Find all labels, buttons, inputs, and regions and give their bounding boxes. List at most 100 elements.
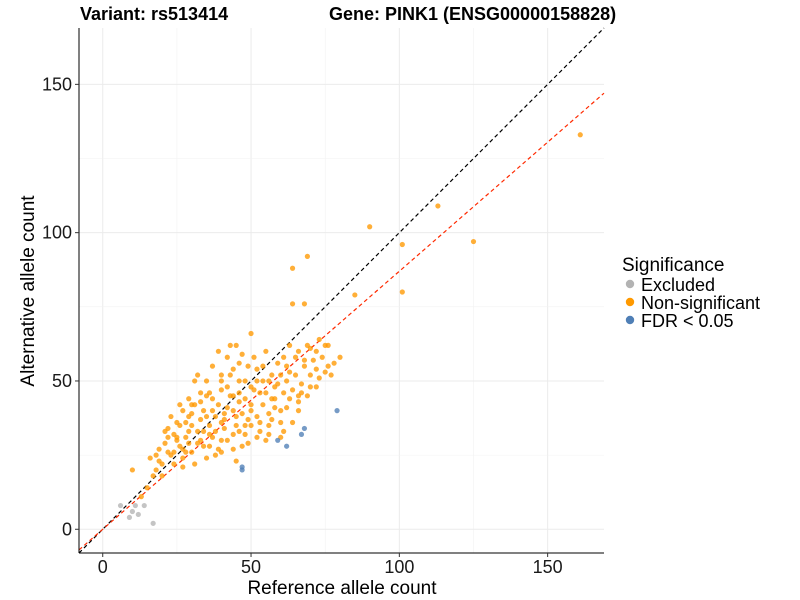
data-point-non-significant: [192, 402, 198, 408]
legend-key: [625, 279, 635, 289]
data-point-non-significant: [248, 330, 254, 337]
data-point-non-significant: [227, 372, 233, 378]
data-point-non-significant: [162, 440, 168, 446]
data-point-non-significant: [248, 402, 254, 408]
data-point-non-significant: [254, 366, 260, 372]
x-tick-labels: 0 50 100 150: [98, 557, 563, 577]
data-point-non-significant: [239, 443, 245, 449]
data-point-fdr-0-05: [301, 425, 308, 432]
data-point-non-significant: [218, 372, 224, 378]
data-point-non-significant: [153, 467, 159, 473]
data-point-non-significant: [147, 455, 153, 461]
data-point-non-significant: [156, 446, 162, 452]
data-point-non-significant: [266, 422, 272, 429]
data-point-non-significant: [301, 363, 308, 369]
data-point-non-significant: [245, 440, 251, 446]
data-point-non-significant: [266, 431, 272, 437]
data-point-non-significant: [257, 428, 263, 434]
data-point-non-significant: [304, 342, 310, 348]
legend-key: [625, 315, 635, 325]
data-point-non-significant: [224, 405, 230, 411]
data-point-non-significant: [286, 342, 293, 348]
data-point-non-significant: [263, 437, 269, 443]
data-point-non-significant: [189, 449, 195, 455]
data-point-non-significant: [242, 422, 248, 429]
data-point-non-significant: [206, 431, 213, 437]
data-point-non-significant: [212, 452, 219, 458]
data-point-non-significant: [316, 375, 322, 381]
data-point-non-significant: [189, 410, 195, 417]
data-point-non-significant: [218, 437, 224, 443]
data-point-non-significant: [209, 396, 216, 402]
data-point-non-significant: [257, 390, 263, 396]
data-point-non-significant: [198, 399, 204, 405]
y-tick-labels: 0 50 100 150: [42, 74, 72, 539]
data-point-non-significant: [251, 354, 257, 360]
data-point-non-significant: [272, 396, 278, 402]
data-point-non-significant: [352, 292, 358, 298]
data-point-non-significant: [233, 342, 239, 348]
data-point-non-significant: [295, 408, 302, 414]
chart-title-gene: Gene: PINK1 (ENSG00000158828): [329, 4, 616, 24]
chart-title-variant: Variant: rs513414: [80, 4, 228, 24]
data-point-non-significant: [171, 449, 177, 455]
data-point-non-significant: [316, 336, 322, 343]
data-point-non-significant: [269, 416, 275, 423]
data-point-non-significant: [284, 405, 290, 411]
data-point-non-significant: [275, 381, 281, 387]
data-point-fdr-0-05: [298, 431, 305, 437]
data-point-non-significant: [266, 378, 272, 384]
data-point-non-significant: [295, 399, 302, 405]
data-point-non-significant: [183, 419, 189, 426]
data-point-non-significant: [304, 393, 310, 399]
data-point-non-significant: [162, 428, 168, 434]
data-point-non-significant: [183, 449, 189, 455]
data-point-non-significant: [260, 363, 266, 369]
data-point-non-significant: [286, 396, 293, 402]
x-tick-label: 50: [241, 557, 261, 577]
data-point-excluded: [117, 502, 124, 509]
data-point-non-significant: [281, 390, 287, 396]
y-tick-label: 150: [42, 74, 72, 94]
data-point-non-significant: [215, 402, 222, 408]
data-point-non-significant: [236, 399, 242, 405]
reference-lines: [78, 27, 605, 554]
x-tick-label: 0: [98, 557, 108, 577]
x-tick-label: 100: [384, 557, 414, 577]
data-point-non-significant: [180, 408, 186, 414]
y-tick-label: 100: [42, 223, 72, 243]
x-axis-label: Reference allele count: [247, 578, 437, 599]
y-axis-label: Alternative allele count: [18, 195, 39, 387]
data-point-non-significant: [159, 473, 165, 479]
legend: Significance ExcludedNon-significantFDR …: [622, 255, 760, 331]
data-point-non-significant: [319, 354, 325, 360]
data-point-non-significant: [200, 408, 207, 414]
data-point-non-significant: [206, 390, 213, 396]
data-point-non-significant: [322, 369, 328, 375]
axes: [75, 28, 604, 557]
data-point-non-significant: [203, 378, 210, 384]
data-point-non-significant: [278, 419, 284, 426]
data-point-non-significant: [177, 402, 183, 408]
data-point-non-significant: [150, 473, 156, 479]
data-point-non-significant: [183, 434, 189, 440]
data-point-non-significant: [212, 428, 219, 434]
data-point-non-significant: [206, 422, 213, 429]
data-point-non-significant: [301, 357, 308, 363]
data-point-non-significant: [325, 363, 331, 369]
data-point-non-significant: [281, 428, 287, 434]
data-point-non-significant: [325, 342, 331, 348]
data-point-non-significant: [301, 301, 308, 307]
data-point-non-significant: [174, 434, 180, 440]
data-point-non-significant: [233, 413, 239, 420]
data-point-non-significant: [180, 464, 186, 470]
data-point-non-significant: [186, 440, 192, 446]
data-point-non-significant: [165, 434, 171, 440]
data-point-non-significant: [307, 372, 313, 378]
data-point-non-significant: [195, 440, 201, 446]
data-point-non-significant: [156, 458, 162, 464]
data-point-non-significant: [331, 360, 337, 366]
data-point-excluded: [135, 511, 141, 518]
data-point-non-significant: [218, 387, 224, 393]
